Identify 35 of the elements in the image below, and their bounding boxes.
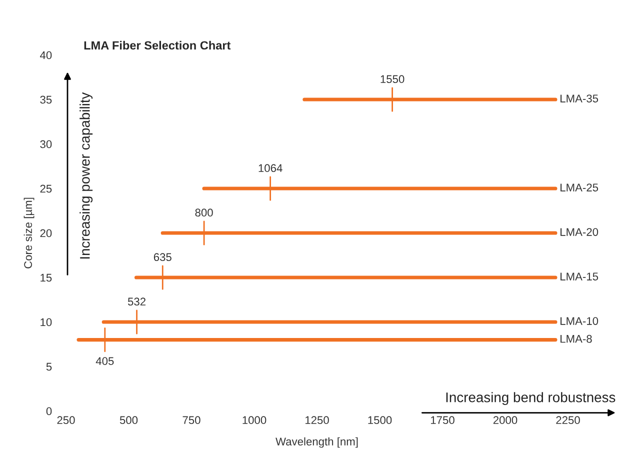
x-tick-label: 1500 (368, 416, 392, 424)
series-label: LMA-8 (560, 334, 592, 343)
x-tick-label: 2250 (556, 416, 580, 424)
x-tick-label: 250 (57, 416, 75, 424)
y-tick-label: 30 (40, 140, 52, 148)
y-tick-label: 0 (46, 407, 52, 416)
x-tick-label: 2000 (493, 416, 518, 424)
chart-title: LMA Fiber Selection Chart (84, 40, 231, 50)
series-label: LMA-10 (560, 317, 598, 325)
y-tick-label: 5 (46, 362, 52, 371)
series-label: LMA-20 (560, 228, 598, 236)
y-tick-label: 25 (40, 184, 52, 193)
x-axis-title: Wavelength [nm] (276, 437, 358, 448)
annotation: 800 (195, 208, 213, 217)
series-label: LMA-35 (560, 94, 598, 102)
annotation: 635 (154, 253, 172, 262)
annotation: Increasing bend robustness (446, 392, 616, 406)
annotation: 532 (128, 298, 146, 306)
y-tick-label: 20 (40, 229, 52, 238)
series-label: LMA-15 (560, 272, 598, 280)
x-tick-label: 1000 (242, 416, 266, 424)
y-tick-label: 10 (40, 318, 52, 326)
annotation: 1064 (258, 164, 282, 172)
y-tick-label: 35 (40, 96, 52, 104)
x-tick-label: 1250 (305, 416, 329, 424)
y-tick-label: 15 (40, 274, 52, 282)
x-tick-label: 500 (120, 416, 138, 424)
annotation: 405 (96, 357, 114, 366)
annotation: 1550 (380, 75, 404, 84)
x-tick-label: 750 (182, 416, 200, 424)
x-tick-label: 1750 (430, 416, 454, 424)
y-tick-label: 40 (40, 51, 52, 60)
series-label: LMA-25 (560, 184, 598, 192)
y-axis-title: Core size [µm] (24, 198, 34, 268)
annotation: Increasing power capability (80, 92, 93, 259)
